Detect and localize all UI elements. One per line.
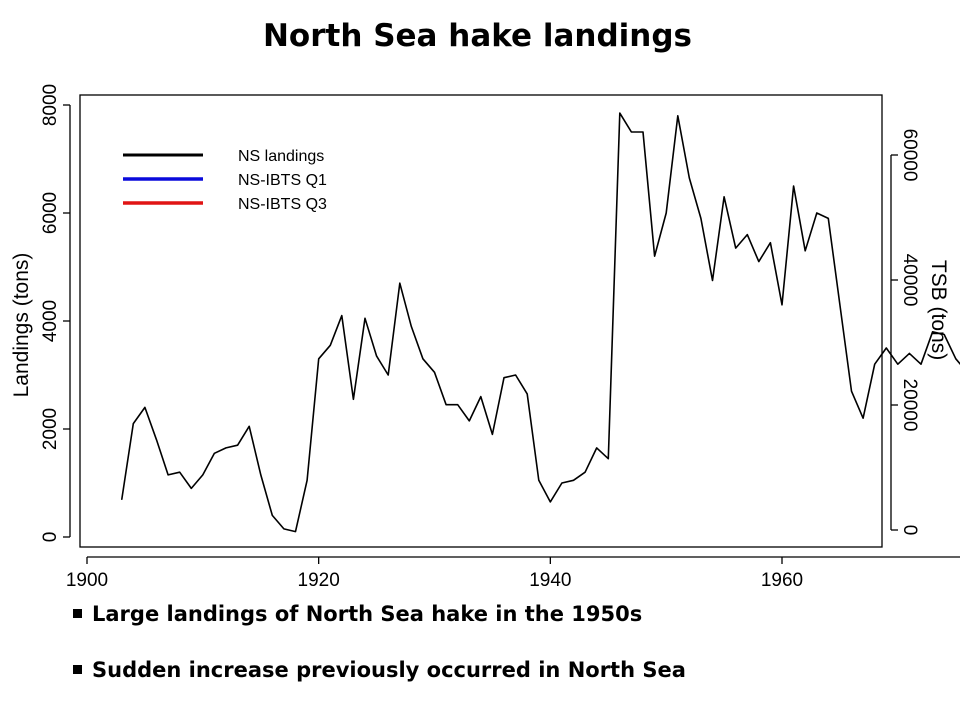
left-y-tick-label: 8000	[40, 84, 61, 126]
x-tick-label: 1900	[66, 570, 108, 591]
bullet-square-icon	[73, 608, 82, 618]
x-tick-label: 1920	[298, 570, 340, 591]
right-y-tick-label: 0	[899, 525, 920, 536]
hake-landings-chart: 1900192019401960198020000200040006000800…	[10, 84, 960, 591]
right-y-tick-label: 60000	[899, 129, 920, 182]
chart-series	[121, 112, 960, 533]
left-y-tick-label: 2000	[40, 408, 61, 450]
chart-legend: NS landings NS-IBTS Q1 NS-IBTS Q3	[123, 148, 327, 213]
bullet-text: Sudden increase previously occurred in N…	[92, 658, 686, 682]
right-y-tick-label: 40000	[899, 254, 920, 307]
bullet-text: Large landings of North Sea hake in the …	[92, 602, 643, 626]
right-axis-title: TSB (tons)	[927, 260, 950, 360]
bullet-square-icon	[73, 664, 82, 674]
series-line-ns-landings	[121, 112, 960, 533]
left-y-tick-label: 6000	[40, 192, 61, 234]
legend-label: NS-IBTS Q3	[238, 196, 327, 213]
left-y-tick-label: 0	[40, 532, 61, 543]
legend-label: NS-IBTS Q1	[238, 172, 327, 189]
bullet-item: Large landings of North Sea hake in the …	[73, 602, 686, 638]
bullet-list: Large landings of North Sea hake in the …	[73, 602, 686, 714]
x-tick-label: 1940	[529, 570, 571, 591]
left-axis-title: Landings (tons)	[10, 253, 33, 398]
bullet-item: Sudden increase previously occurred in N…	[73, 658, 686, 694]
left-y-tick-label: 4000	[40, 300, 61, 342]
plot-frame	[79, 94, 883, 548]
slide-title: North Sea hake landings	[262, 18, 692, 54]
chart-axes: 1900192019401960198020000200040006000800…	[40, 84, 960, 591]
right-y-tick-label: 20000	[899, 379, 920, 432]
legend-label: NS landings	[238, 148, 324, 165]
x-tick-label: 1960	[761, 570, 803, 591]
